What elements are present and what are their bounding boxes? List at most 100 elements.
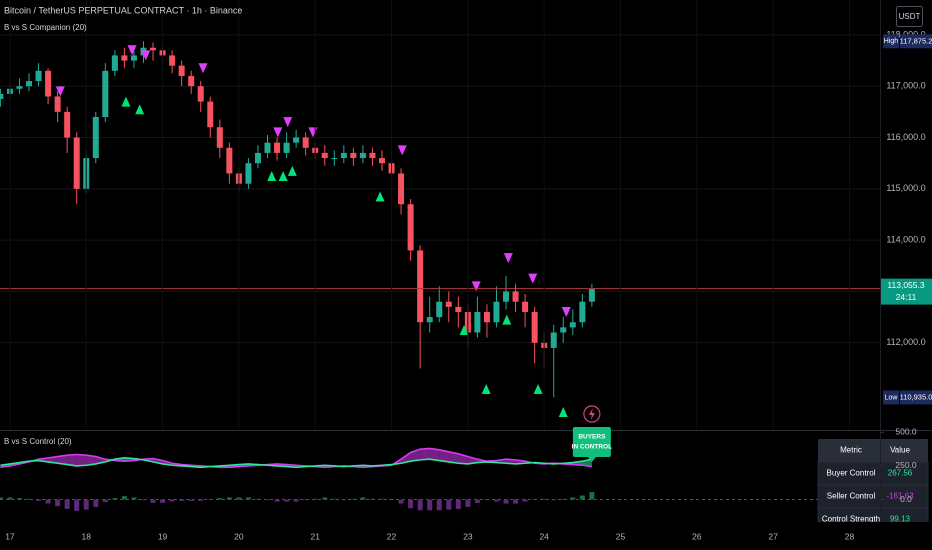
candle-body bbox=[45, 70, 52, 97]
candle-body bbox=[579, 301, 586, 323]
histogram-bar bbox=[560, 498, 566, 500]
candle-body bbox=[445, 301, 452, 307]
histogram-bar bbox=[245, 497, 251, 500]
histogram-bar bbox=[541, 498, 547, 500]
candle-body bbox=[102, 70, 109, 117]
histogram-bar bbox=[293, 499, 299, 502]
candle-body bbox=[398, 173, 405, 205]
buy-signal bbox=[502, 314, 512, 325]
histogram-bar bbox=[140, 499, 146, 501]
candle-body bbox=[197, 86, 204, 102]
histogram-bar bbox=[513, 499, 519, 504]
x-tick-label: 18 bbox=[82, 531, 92, 541]
y-tick-label: 118,000.0 bbox=[886, 29, 925, 39]
buy-signal bbox=[287, 165, 297, 176]
seller-line bbox=[0, 447, 592, 469]
candle-body bbox=[503, 291, 510, 302]
low-tag-label: Low bbox=[885, 394, 899, 401]
x-tick-label: 24 bbox=[539, 531, 549, 541]
control-fill bbox=[86, 455, 96, 466]
candle-body bbox=[0, 93, 4, 100]
histogram-bar bbox=[26, 498, 32, 500]
candle-body bbox=[54, 96, 61, 112]
sell-signal bbox=[471, 281, 481, 292]
currency-button[interactable] bbox=[896, 6, 923, 27]
candle-body bbox=[130, 55, 137, 61]
control-fill bbox=[401, 452, 411, 464]
buy-signal bbox=[135, 104, 145, 115]
oscillator-pane: Metric Value Buyer Control 267.56 Seller Con… bbox=[0, 439, 929, 532]
y-tick-label: 117,000.0 bbox=[886, 81, 925, 91]
candle-body bbox=[35, 70, 42, 82]
price-pane bbox=[0, 0, 880, 430]
histogram-bar bbox=[217, 498, 223, 500]
overlay: Bitcoin / TetherUS PERPETUAL CONTRACT · … bbox=[4, 5, 932, 462]
current-price-label: 113,055.3 bbox=[887, 280, 924, 290]
x-tick-label: 19 bbox=[158, 531, 168, 541]
sell-signal bbox=[55, 86, 65, 97]
x-tick-label: 17 bbox=[5, 531, 15, 541]
buyer-line bbox=[0, 457, 593, 469]
histogram-bar bbox=[36, 499, 42, 501]
candle-body bbox=[550, 332, 557, 348]
sell-signal bbox=[141, 50, 151, 61]
x-tick-label: 26 bbox=[692, 531, 702, 541]
candle-body bbox=[16, 86, 23, 89]
table-cell: 99.13 bbox=[890, 515, 911, 524]
buy-signal bbox=[375, 191, 385, 202]
candle-body bbox=[426, 317, 433, 323]
table-header: Metric bbox=[840, 446, 862, 455]
candle-body bbox=[436, 301, 443, 318]
badge-icon-bolt bbox=[588, 408, 595, 420]
candle-body bbox=[522, 301, 529, 312]
histogram-bar bbox=[465, 499, 471, 507]
histogram-bar bbox=[350, 498, 356, 500]
histogram-bar bbox=[484, 499, 490, 501]
current-price-tag bbox=[881, 278, 932, 305]
histogram-bar bbox=[398, 499, 404, 504]
histogram-bar bbox=[0, 497, 3, 500]
histogram-bar bbox=[389, 498, 395, 500]
candle-body bbox=[26, 81, 33, 87]
histogram-bar bbox=[532, 498, 538, 500]
histogram-bar bbox=[93, 499, 99, 507]
histogram-bar bbox=[589, 492, 595, 500]
histogram-bar bbox=[303, 499, 309, 501]
histogram-bar bbox=[427, 499, 433, 511]
histogram-bar bbox=[570, 497, 576, 500]
x-tick-label: 22 bbox=[387, 531, 397, 541]
table-cell: 267.56 bbox=[888, 469, 913, 478]
x-tick-label: 28 bbox=[845, 531, 855, 541]
histogram-bar bbox=[265, 499, 271, 501]
histogram-bar bbox=[322, 497, 328, 500]
low-tag-value: 110,935.0 bbox=[900, 392, 932, 401]
control-fill bbox=[448, 451, 459, 464]
candle-body bbox=[92, 116, 99, 159]
histogram-bar bbox=[7, 497, 13, 500]
candle-body bbox=[369, 152, 376, 159]
badge-icon bbox=[583, 405, 601, 423]
candle-body bbox=[512, 291, 519, 302]
histogram-bar bbox=[169, 499, 175, 502]
candle-body bbox=[245, 163, 252, 184]
histogram-bar bbox=[121, 496, 127, 500]
candle-body bbox=[569, 322, 576, 328]
histogram-bar bbox=[188, 499, 194, 501]
table-header-bg bbox=[818, 439, 928, 462]
candle-body bbox=[150, 47, 157, 51]
x-tick-label: 27 bbox=[768, 531, 778, 541]
sell-signal bbox=[283, 117, 293, 128]
histogram-bar bbox=[236, 497, 242, 500]
candle-body bbox=[350, 152, 357, 159]
candle-body bbox=[493, 301, 500, 323]
buy-signal bbox=[121, 96, 131, 107]
candle-body bbox=[73, 137, 80, 189]
candle-body bbox=[302, 137, 309, 148]
currency-label: USDT bbox=[899, 12, 921, 21]
candle-body bbox=[455, 306, 462, 312]
y-tick-label: 0.0 bbox=[900, 494, 912, 504]
control-fill bbox=[429, 448, 440, 461]
candle-body bbox=[531, 311, 538, 343]
y-tick-label: 115,000.0 bbox=[886, 183, 925, 193]
